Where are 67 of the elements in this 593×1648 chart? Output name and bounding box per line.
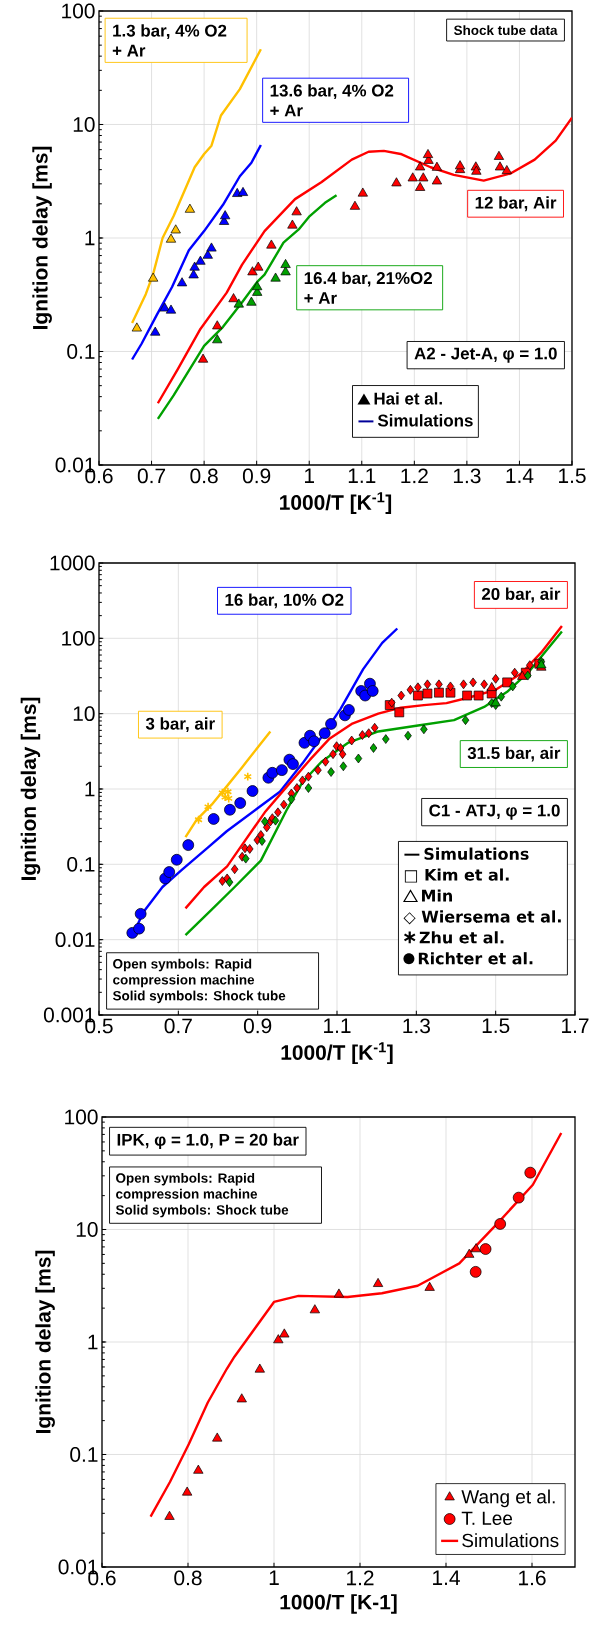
annotation: Simulations bbox=[424, 847, 529, 860]
y-tick-label: 10 bbox=[73, 117, 95, 132]
annotation: 3 bar, air bbox=[145, 717, 215, 733]
annotation: Shock tube data bbox=[453, 25, 558, 35]
x-tick-label: 1.5 bbox=[559, 468, 586, 484]
annotation: □ Kim et al. bbox=[404, 868, 509, 883]
legend-label: T. Lee bbox=[461, 1511, 513, 1525]
y-tick-label: 10 bbox=[73, 706, 95, 722]
x-tick-label: 1.7 bbox=[562, 1018, 589, 1033]
annotation: Solid symbols: Shock tube bbox=[115, 1204, 289, 1218]
annotation: 20 bar, air bbox=[481, 587, 561, 603]
annotation: Open symbols: Rapid compression machine bbox=[113, 958, 255, 988]
annotation: Open symbols: Rapid compression machine bbox=[116, 1172, 258, 1202]
x-axis-title: 1000/T [K-1] bbox=[280, 1594, 397, 1614]
annotation: 31.5 bar, air bbox=[467, 746, 561, 762]
x-axis-title: 1000/T [K$^{-1}$] bbox=[280, 492, 392, 515]
x-tick-label: 1.1 bbox=[324, 1018, 351, 1033]
x-tick-label: 0.8 bbox=[174, 1570, 202, 1586]
annotation: Hai et al. bbox=[374, 392, 442, 405]
x-tick-label: 0.7 bbox=[164, 1018, 192, 1034]
y-tick-label: 10 bbox=[76, 1222, 98, 1237]
x-tick-label: 1.2 bbox=[401, 468, 428, 484]
legend-label: Simulations bbox=[462, 1533, 559, 1548]
x-tick-label: 1 bbox=[304, 468, 315, 483]
x-tick-label: 1.6 bbox=[519, 1570, 546, 1586]
annotation: A2 - Jet-A, φ = 1.0 bbox=[414, 347, 557, 363]
y-tick-label: 1 bbox=[88, 1334, 98, 1350]
x-tick-label: 1.3 bbox=[453, 468, 481, 484]
y-axis-title: Ignition delay [ms] bbox=[32, 146, 52, 329]
annotation: Zhu et al. bbox=[419, 931, 504, 944]
annotation: 13.6 bar, 4% O2 + Ar bbox=[270, 84, 394, 117]
x-tick-label: 0.9 bbox=[243, 1018, 272, 1034]
x-tick-label: 1.4 bbox=[506, 468, 534, 483]
y-tick-label: 100 bbox=[62, 630, 95, 646]
y-tick-label: 0.1 bbox=[67, 856, 95, 872]
x-tick-label: 1.2 bbox=[347, 1570, 374, 1586]
x-tick-label: 1.3 bbox=[403, 1018, 430, 1034]
annotation: Min bbox=[422, 889, 452, 902]
y-tick-label: 1 bbox=[85, 230, 95, 246]
y-tick-label: 1 bbox=[85, 781, 95, 797]
y-axis-title: Ignition delay [ms] bbox=[35, 1250, 55, 1433]
x-axis-title: 1000/T [K$^{-1}$] bbox=[281, 1042, 393, 1065]
legend-label: Wang et al. bbox=[461, 1489, 555, 1508]
y-tick-label: 100 bbox=[62, 3, 95, 19]
x-tick-label: 1.1 bbox=[348, 468, 376, 483]
annotation: Solid symbols: Shock tube bbox=[112, 990, 286, 1004]
annotation: 12 bar, Air bbox=[475, 196, 557, 212]
x-tick-label: 0.8 bbox=[190, 468, 218, 484]
y-tick-label: 0.01 bbox=[55, 932, 95, 948]
x-tick-label: 1.5 bbox=[482, 1018, 510, 1034]
y-tick-label: 0.1 bbox=[70, 1447, 98, 1462]
annotation: ◇ Wiersema et al. bbox=[403, 910, 561, 925]
x-tick-label: 1 bbox=[269, 1570, 279, 1585]
annotation: 16 bar, 10% O2 bbox=[225, 593, 344, 609]
annotation: 1.3 bar, 4% O2 + Ar bbox=[112, 24, 227, 57]
annotation: Simulations bbox=[377, 414, 473, 427]
annotation: C1 - ATJ, φ = 1.0 bbox=[429, 804, 560, 820]
y-tick-label: 0.1 bbox=[67, 344, 95, 359]
x-tick-label: 0.9 bbox=[242, 468, 271, 484]
y-axis-title: Ignition delay [ms] bbox=[20, 697, 41, 880]
y-tick-label: 1000 bbox=[50, 555, 95, 571]
annotation: 16.4 bar, 21%O2 + Ar bbox=[304, 271, 432, 304]
x-tick-label: 1.4 bbox=[433, 1570, 460, 1585]
y-tick-label: 100 bbox=[65, 1109, 98, 1125]
annotation: IPK, φ = 1.0, P = 20 bar bbox=[117, 1133, 299, 1150]
x-tick-label: 0.7 bbox=[137, 468, 166, 484]
annotation: Richter et al. bbox=[418, 952, 533, 965]
